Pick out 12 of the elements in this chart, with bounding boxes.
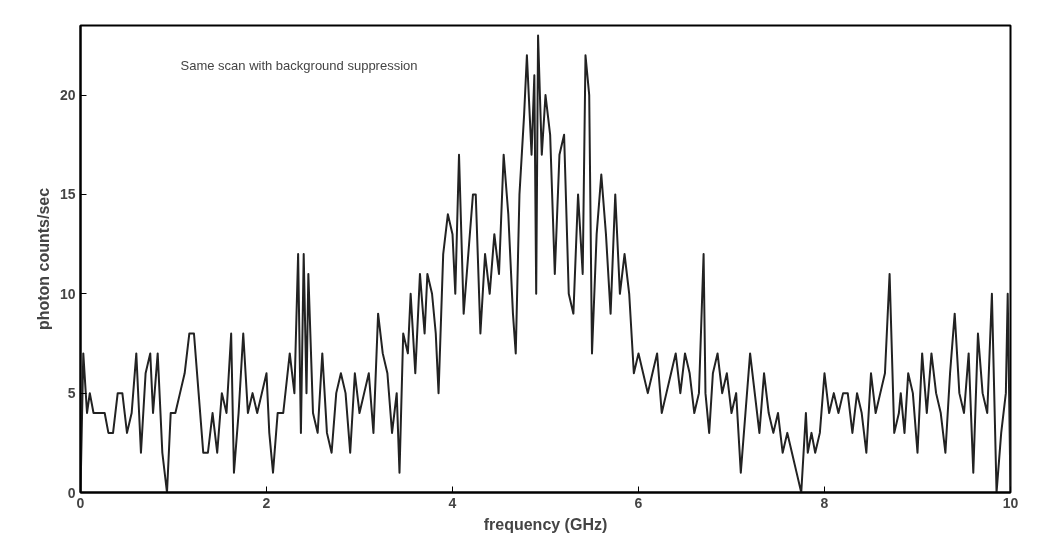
y-tick-label: 5	[67, 385, 76, 402]
x-tick-label: 2	[262, 494, 271, 511]
y-axis-title: photon counts/sec	[34, 187, 52, 331]
x-axis-title: frequency (GHz)	[483, 515, 608, 533]
x-tick-label: 4	[448, 494, 457, 511]
y-tick-label: 20	[59, 87, 76, 104]
annotation: Same scan with background suppression	[180, 57, 418, 73]
y-tick-label: 15	[59, 186, 76, 203]
y-tick-label: 10	[59, 285, 76, 302]
x-tick-label: 6	[634, 494, 643, 511]
x-tick-label: 8	[820, 494, 829, 511]
x-tick-label: 10	[1002, 494, 1019, 511]
